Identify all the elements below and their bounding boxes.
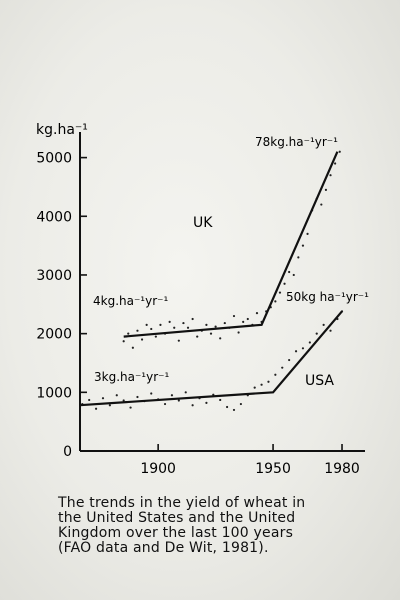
y-axis-label: kg.ha⁻¹ (36, 122, 88, 138)
usa-data-point (274, 373, 277, 376)
uk-trend-line (123, 151, 339, 338)
usa-data-point (260, 383, 263, 386)
uk-data-point (283, 282, 286, 285)
uk-data-point (232, 314, 236, 318)
usa-data-point (329, 329, 332, 332)
uk-data-point (182, 321, 185, 325)
usa-data-point (170, 394, 174, 397)
usa-data-point (281, 366, 284, 369)
usa-data-point (122, 399, 125, 402)
usa-data-point (219, 398, 222, 402)
uk-data-point (154, 335, 157, 338)
usa-data-point (136, 395, 139, 399)
usa-data-point (315, 332, 318, 335)
usa-data-point (177, 399, 180, 402)
usa-data-point (225, 405, 229, 409)
usa-new-rate-label: 50kg ha⁻¹yr⁻¹ (286, 290, 369, 304)
y-tick-label: 5000 (36, 151, 72, 167)
usa-data-point (163, 402, 167, 406)
uk-data-point (140, 338, 144, 341)
figure-caption: The trends in the yield of wheat in the … (58, 495, 306, 556)
usa-label: USA (305, 373, 334, 389)
uk-data-point (288, 270, 291, 274)
uk-label: UK (193, 215, 213, 231)
uk-data-point (177, 339, 180, 342)
uk-data-point (237, 331, 240, 334)
uk-data-point (168, 320, 171, 324)
uk-data-point (278, 291, 282, 294)
usa-data-point (101, 397, 105, 400)
uk-data-point (334, 162, 337, 165)
usa-data-point (267, 380, 270, 383)
trend-lines (79, 151, 343, 407)
usa-data-point (150, 392, 153, 395)
y-tick-label: 2000 (36, 327, 72, 343)
uk-data-point (145, 323, 148, 326)
axes (79, 132, 365, 452)
uk-data-point (191, 317, 194, 321)
usa-data-point (191, 404, 194, 407)
y-tick-label: 0 (63, 444, 72, 460)
usa-data-point (308, 341, 311, 344)
usa-data-point (288, 358, 291, 362)
uk-data-point (219, 337, 222, 340)
usa-data-point (253, 386, 256, 389)
uk-data-point (324, 188, 328, 191)
y-tick-label: 1000 (36, 385, 72, 401)
uk-data-point (338, 150, 341, 153)
uk-data-point (205, 323, 208, 326)
usa-data-point (205, 401, 208, 404)
uk-data-point (173, 326, 176, 329)
y-tick-label: 3000 (36, 268, 72, 284)
uk-data-point (274, 300, 277, 303)
uk-data-point (131, 346, 134, 349)
uk-data-point (196, 335, 199, 338)
uk-data-point (242, 320, 245, 324)
uk-data-point (209, 332, 213, 335)
uk-data-point (127, 332, 130, 335)
ticks: 0 1000 2000 3000 4000 5000 1900 1950 1980 (36, 151, 359, 477)
uk-data-point (122, 340, 125, 343)
uk-data-point (255, 312, 259, 315)
uk-data-point (306, 232, 309, 235)
x-tick-label: 1980 (324, 461, 360, 477)
uk-data-point (150, 327, 153, 331)
usa-data-point (115, 394, 118, 397)
usa-data-point (129, 406, 132, 409)
x-tick-label: 1950 (255, 461, 291, 477)
usa-data-point (301, 347, 305, 350)
usa-data-point (232, 408, 236, 412)
usa-data-point (94, 407, 98, 410)
uk-data-point (292, 273, 295, 277)
uk-data-point (159, 323, 162, 326)
uk-data-point (214, 325, 217, 328)
uk-data-point (320, 203, 323, 206)
usa-data-point (322, 323, 325, 326)
uk-data-point (136, 329, 139, 332)
usa-data-point (294, 350, 298, 353)
usa-old-rate-label: 3kg.ha⁻¹yr⁻¹ (94, 370, 169, 384)
usa-data-point (108, 404, 111, 407)
y-tick-label: 4000 (36, 209, 72, 225)
uk-old-rate-label: 4kg.ha⁻¹yr⁻¹ (93, 294, 168, 308)
x-tick-label: 1900 (140, 461, 176, 477)
uk-new-rate-label: 78kg.ha⁻¹yr⁻¹ (255, 135, 338, 149)
uk-data-point (223, 321, 226, 325)
usa-data-point (184, 391, 187, 394)
uk-data-point (297, 256, 300, 259)
usa-data-point (88, 398, 91, 402)
uk-data-point (301, 244, 305, 247)
uk-data-point (329, 174, 332, 177)
usa-trend-line (79, 310, 343, 407)
uk-data-point (186, 326, 190, 329)
uk-data-point (246, 317, 249, 321)
usa-data-point (239, 402, 242, 406)
